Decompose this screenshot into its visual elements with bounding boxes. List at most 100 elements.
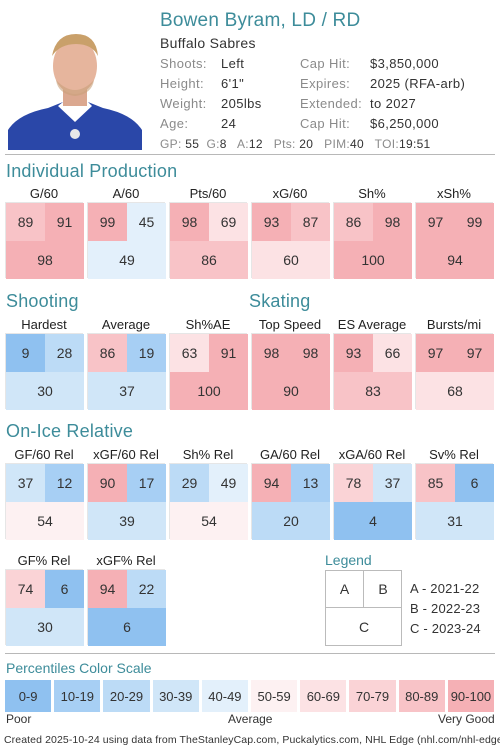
info-extended: Extended: bbox=[300, 96, 363, 111]
percentile-cell-b: 97 bbox=[455, 334, 494, 372]
percentile-cell-a: 98 bbox=[252, 334, 291, 372]
card-pts60: Pts/60 98 69 86 bbox=[169, 185, 248, 279]
percentile-cell-c: 39 bbox=[88, 502, 166, 540]
scale-swatch: 70-79 bbox=[349, 680, 396, 712]
card-title: GA/60 Rel bbox=[260, 447, 320, 462]
scale-divider bbox=[5, 653, 495, 654]
season-statline: GP: 55 G:8 A:12 Pts: 20 PIM:40 TOI:19:51 bbox=[160, 137, 431, 151]
percentile-cell-b: 91 bbox=[209, 334, 248, 372]
percentile-cell-a: 97 bbox=[416, 334, 455, 372]
percentile-cell-a: 86 bbox=[88, 334, 127, 372]
card-title: A/60 bbox=[112, 186, 140, 201]
card-title: Sv% Rel bbox=[429, 447, 479, 462]
card-hardest: Hardest 9 28 30 bbox=[5, 316, 84, 410]
card-percentile-grid: 98 69 86 bbox=[169, 202, 248, 279]
card-xgfpctrel: xGF% Rel 94 22 6 bbox=[87, 552, 166, 646]
percentile-cell-a: 97 bbox=[416, 203, 455, 241]
percentile-cell-a: 78 bbox=[334, 464, 373, 502]
percentile-cell-b: 49 bbox=[209, 464, 248, 502]
card-title: xGF% Rel bbox=[96, 553, 156, 568]
scale-label-average: Average bbox=[228, 712, 273, 726]
header-divider bbox=[5, 154, 495, 155]
card-title: GF/60 Rel bbox=[14, 447, 74, 462]
percentile-cell-a: 90 bbox=[88, 464, 127, 502]
card-percentile-grid: 86 19 37 bbox=[87, 333, 166, 410]
percentile-cell-a: 89 bbox=[6, 203, 45, 241]
percentile-cell-a: 85 bbox=[416, 464, 455, 502]
percentile-cell-c: 60 bbox=[252, 241, 330, 279]
player-headshot bbox=[8, 22, 142, 150]
scale-swatch: 10-19 bbox=[54, 680, 101, 712]
card-title: xSh% bbox=[437, 186, 471, 201]
legend-cell-c: C bbox=[358, 619, 370, 635]
percentile-cell-a: 74 bbox=[6, 570, 45, 608]
card-xgf60rel: xGF/60 Rel 90 17 39 bbox=[87, 446, 166, 540]
percentile-cell-b: 12 bbox=[45, 464, 84, 502]
card-percentile-grid: 98 98 90 bbox=[251, 333, 330, 410]
card-percentile-grid: 78 37 4 bbox=[333, 463, 412, 540]
card-svrel: Sv% Rel 85 6 31 bbox=[415, 446, 494, 540]
info-age-value: 24 bbox=[221, 116, 237, 131]
player-name: Bowen Byram, LD / RD bbox=[160, 10, 361, 31]
percentile-cell-b: 6 bbox=[455, 464, 494, 502]
scale-swatch: 0-9 bbox=[5, 680, 52, 712]
scale-swatch: 30-39 bbox=[152, 680, 199, 712]
info-caphit: Cap Hit: bbox=[300, 56, 351, 71]
card-title: xG/60 bbox=[272, 186, 308, 201]
card-title: G/60 bbox=[29, 186, 59, 201]
scale-swatch: 80-89 bbox=[398, 680, 445, 712]
percentile-cell-c: 30 bbox=[6, 372, 84, 410]
info-height-value: 6'1" bbox=[221, 76, 245, 91]
card-title: Hardest bbox=[21, 317, 67, 332]
scale-label-very-good: Very Good bbox=[438, 712, 495, 726]
card-xshpct: xSh% 97 99 94 bbox=[415, 185, 494, 279]
card-percentile-grid: 97 97 68 bbox=[415, 333, 494, 410]
percentile-cell-c: 68 bbox=[416, 372, 494, 410]
percentile-cell-b: 13 bbox=[291, 464, 330, 502]
percentile-cell-c: 100 bbox=[334, 241, 412, 279]
percentile-cell-c: 90 bbox=[252, 372, 330, 410]
info-shoots: Shoots: bbox=[160, 56, 207, 71]
info-expires-value: 2025 (RFA-arb) bbox=[370, 76, 466, 91]
percentile-cell-c: 49 bbox=[88, 241, 166, 279]
legend-entry-c: C - 2023-24 bbox=[410, 621, 481, 636]
card-shpct: Sh% 86 98 100 bbox=[333, 185, 412, 279]
legend-cell-b: B bbox=[364, 571, 402, 608]
card-title: Sh% Rel bbox=[182, 447, 234, 462]
percentile-cell-c: 100 bbox=[170, 372, 248, 410]
percentile-cell-b: 17 bbox=[127, 464, 166, 502]
percentile-cell-c: 6 bbox=[88, 608, 166, 646]
card-percentile-grid: 90 17 39 bbox=[87, 463, 166, 540]
percentile-cell-b: 98 bbox=[291, 334, 330, 372]
percentile-cell-a: 94 bbox=[252, 464, 291, 502]
info-extended-value: to 2027 bbox=[370, 96, 417, 111]
card-title: Pts/60 bbox=[189, 186, 227, 201]
card-percentile-grid: 97 99 94 bbox=[415, 202, 494, 279]
card-xg60: xG/60 93 87 60 bbox=[251, 185, 330, 279]
scale-swatch: 90-100 bbox=[447, 680, 495, 712]
percentile-cell-b: 37 bbox=[373, 464, 412, 502]
card-percentile-grid: 94 22 6 bbox=[87, 569, 166, 646]
card-topspeed: Top Speed 98 98 90 bbox=[251, 316, 330, 410]
section-skating: Skating bbox=[249, 291, 311, 311]
percentile-cell-c: 54 bbox=[6, 502, 84, 540]
card-ga60rel: GA/60 Rel 94 13 20 bbox=[251, 446, 330, 540]
scale-swatch: 20-29 bbox=[103, 680, 150, 712]
card-percentile-grid: 37 12 54 bbox=[5, 463, 84, 540]
card-percentile-grid: 99 45 49 bbox=[87, 202, 166, 279]
percentile-cell-c: 86 bbox=[170, 241, 248, 279]
percentile-cell-c: 98 bbox=[6, 241, 84, 279]
percentile-cell-c: 94 bbox=[416, 241, 494, 279]
card-title: Sh% bbox=[358, 186, 386, 201]
percentile-cell-a: 63 bbox=[170, 334, 209, 372]
percentile-cell-c: 37 bbox=[88, 372, 166, 410]
card-average: Average 86 19 37 bbox=[87, 316, 166, 410]
legend-cell-a: A bbox=[326, 571, 364, 608]
percentile-cell-a: 29 bbox=[170, 464, 209, 502]
percentile-cell-b: 69 bbox=[209, 203, 248, 241]
percentile-cell-b: 28 bbox=[45, 334, 84, 372]
scale-swatch: 50-59 bbox=[251, 680, 298, 712]
team-name: Buffalo Sabres bbox=[160, 35, 256, 51]
percentile-cell-b: 99 bbox=[455, 203, 494, 241]
card-gfpctrel: GF% Rel 74 6 30 bbox=[5, 552, 84, 646]
